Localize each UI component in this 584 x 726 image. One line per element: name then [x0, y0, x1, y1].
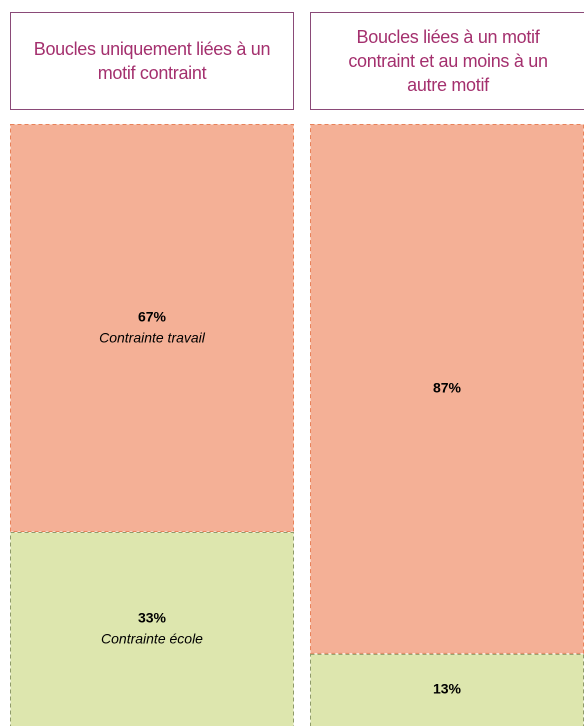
value-label: 13%	[433, 681, 462, 697]
value-label: 87%	[433, 380, 462, 396]
bar-segment	[10, 532, 294, 726]
series-label: Contrainte travail	[99, 330, 206, 346]
value-label: 67%	[138, 309, 167, 325]
series-label: Contrainte école	[101, 631, 203, 647]
column-header: Boucles uniquement liées à un motif cont…	[10, 12, 294, 110]
bar-segment	[310, 653, 584, 726]
value-label: 33%	[138, 610, 167, 626]
bar-segment	[10, 124, 294, 533]
bar-segment	[310, 124, 584, 654]
column-header: Boucles liées à un motif contraint et au…	[310, 12, 584, 110]
